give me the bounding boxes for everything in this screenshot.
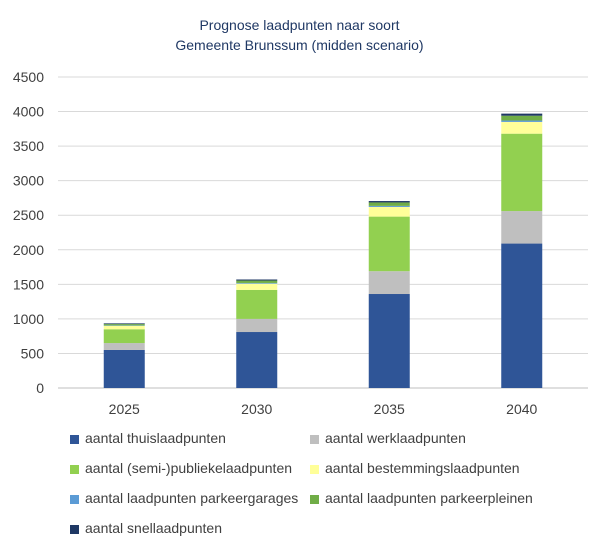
bar-segment-2030-1 xyxy=(236,318,278,333)
chart-title: Prognose laadpunten naar soort xyxy=(199,17,400,33)
bar-segment-2040-5 xyxy=(501,115,543,121)
legend-item: aantal (semi-)publiekelaadpunten xyxy=(70,460,292,476)
bar-segment-2040-1 xyxy=(501,211,543,244)
bar-segment-2030-5 xyxy=(236,280,278,283)
legend-swatch xyxy=(310,494,319,504)
bar-segment-2035-1 xyxy=(368,271,410,295)
legend-swatch xyxy=(70,524,79,534)
legend-label: aantal werklaadpunten xyxy=(325,430,466,446)
y-tick-label: 1500 xyxy=(13,276,44,292)
bar-segment-2030-4 xyxy=(236,282,278,284)
x-tick-label: 2030 xyxy=(241,401,272,417)
bar-segment-2040-6 xyxy=(501,113,543,116)
x-tick-label: 2035 xyxy=(374,401,405,417)
legend-item: aantal werklaadpunten xyxy=(310,430,466,446)
legend-item: aantal thuislaadpunten xyxy=(70,430,226,446)
bar-segment-2025-6 xyxy=(103,323,145,325)
bar-segment-2040-3 xyxy=(501,121,543,134)
stacked-bar-chart: 0 500 1000 1500 2000 2500 3000 3500 4000 4500 2025… xyxy=(13,69,588,417)
bar-segment-2035-0 xyxy=(368,294,410,388)
legend-label: aantal laadpunten parkeerpleinen xyxy=(325,490,533,506)
legend-label: aantal snellaadpunten xyxy=(85,520,223,536)
bar-segment-2035-5 xyxy=(368,202,410,206)
x-tick-label: 2040 xyxy=(506,401,537,417)
bar-segment-2035-6 xyxy=(368,201,410,203)
y-tick-label: 4000 xyxy=(13,104,44,120)
legend-label: aantal laadpunten parkeergarages xyxy=(85,490,299,506)
chart-subtitle: Gemeente Brunssum (midden scenario) xyxy=(175,37,424,53)
bar-segment-2025-0 xyxy=(103,349,145,388)
x-tick-label: 2025 xyxy=(109,401,140,417)
y-tick-label: 2500 xyxy=(13,207,44,223)
legend-item: aantal bestemmingslaadpunten xyxy=(310,460,520,476)
y-tick-label: 4500 xyxy=(13,69,44,85)
bar-segment-2030-2 xyxy=(236,289,278,319)
legend-swatch xyxy=(70,434,79,444)
legend-swatch xyxy=(310,434,319,444)
bar-segment-2035-4 xyxy=(368,205,410,207)
bar-segment-2040-2 xyxy=(501,133,543,212)
legend-label: aantal thuislaadpunten xyxy=(85,430,226,446)
bar-segment-2030-6 xyxy=(236,279,278,281)
bar-segment-2030-0 xyxy=(236,332,278,388)
bar-segment-2035-3 xyxy=(368,206,410,217)
legend-item: aantal laadpunten parkeergarages xyxy=(70,490,298,506)
y-tick-label: 1000 xyxy=(13,311,44,327)
y-tick-label: 3500 xyxy=(13,138,44,154)
legend-label: aantal bestemmingslaadpunten xyxy=(325,460,520,476)
bar-segment-2035-2 xyxy=(368,216,410,272)
bar-segment-2025-3 xyxy=(103,325,145,330)
bar-segment-2025-1 xyxy=(103,343,145,350)
y-tick-label: 500 xyxy=(21,345,45,361)
legend-item: aantal laadpunten parkeerpleinen xyxy=(310,490,533,506)
legend-swatch xyxy=(70,464,79,474)
bar-segment-2025-2 xyxy=(103,329,145,344)
legend-swatch xyxy=(310,464,319,474)
bar-segment-2040-4 xyxy=(501,120,543,122)
y-tick-label: 2000 xyxy=(13,242,44,258)
legend-item: aantal snellaadpunten xyxy=(70,520,222,536)
bar-segment-2025-5 xyxy=(103,324,145,326)
legend-swatch xyxy=(70,494,79,504)
legend-label: aantal (semi-)publiekelaadpunten xyxy=(85,460,293,476)
y-tick-label: 3000 xyxy=(13,173,44,189)
bar-segment-2040-0 xyxy=(501,243,543,388)
bar-segment-2030-3 xyxy=(236,283,278,290)
y-tick-label: 0 xyxy=(36,380,44,396)
